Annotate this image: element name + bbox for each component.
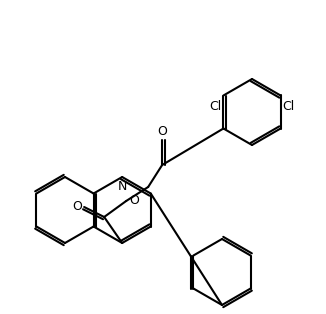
Text: O: O bbox=[157, 125, 167, 138]
Text: O: O bbox=[129, 193, 139, 207]
Text: Cl: Cl bbox=[209, 100, 221, 112]
Text: O: O bbox=[72, 199, 82, 213]
Text: N: N bbox=[117, 180, 127, 193]
Text: Cl: Cl bbox=[283, 100, 295, 112]
